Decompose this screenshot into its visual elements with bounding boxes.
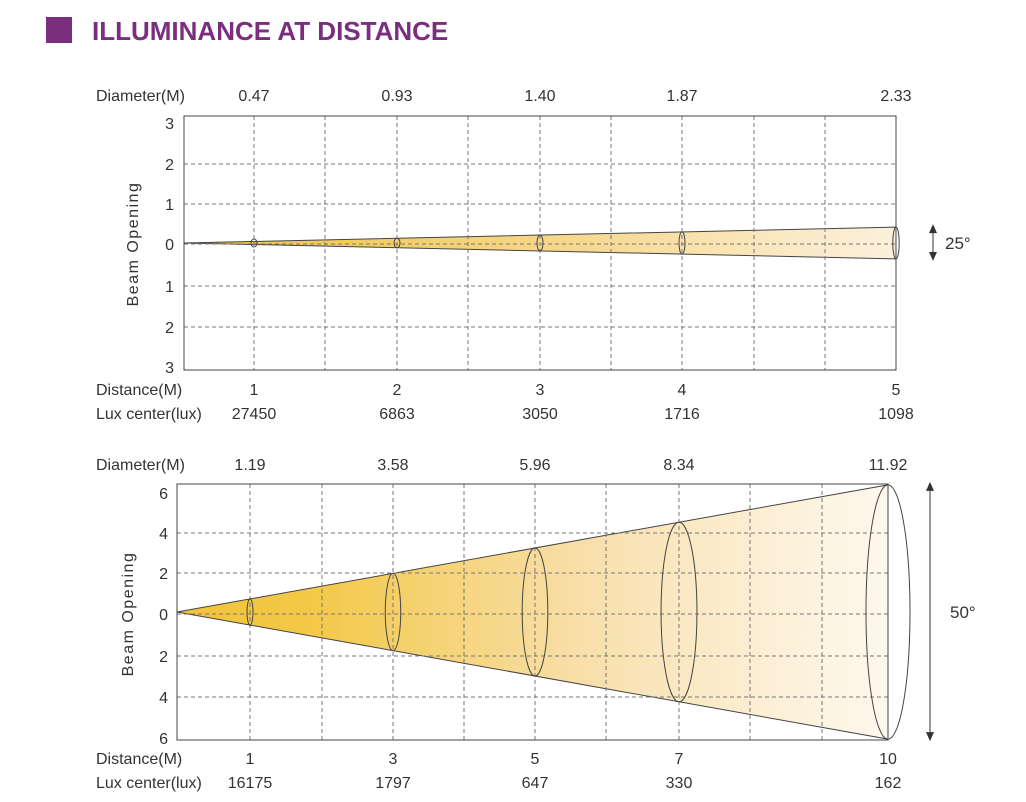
diameter-value: 0.93 [381, 88, 412, 105]
distance-value: 4 [678, 382, 687, 399]
header-square-icon [46, 17, 72, 43]
distance-value: 5 [892, 382, 901, 399]
lux-value: 330 [666, 775, 693, 792]
y-tick-label: 3 [165, 360, 174, 377]
panel-2: Diameter(M) Distance(M) Lux center(lux) 1.1… [96, 457, 976, 792]
diameter-value: 8.34 [663, 457, 694, 474]
y-tick-label: 1 [165, 279, 174, 296]
diameter-value: 0.47 [238, 88, 269, 105]
beam-opening-label: Beam Opening [125, 182, 142, 307]
diameter-value: 11.92 [869, 457, 908, 474]
beam-opening-label: Beam Opening [120, 552, 137, 677]
y-tick-label: 6 [159, 486, 168, 503]
y-tick-label: 6 [159, 731, 168, 748]
distance-value: 1 [246, 751, 255, 768]
y-tick-label: 2 [159, 566, 168, 583]
beam-angle-label: 50° [950, 603, 976, 622]
plot-frame [183, 115, 897, 371]
y-tick-label: 4 [159, 526, 168, 543]
diameter-value: 1.19 [234, 457, 265, 474]
y-tick-label: 2 [165, 320, 174, 337]
diameter-value: 1.87 [666, 88, 697, 105]
beam-angle-label: 25° [945, 234, 971, 253]
beam-section-ellipse [660, 521, 698, 703]
page-title: ILLUMINANCE AT DISTANCE [92, 16, 449, 46]
lux-value: 162 [875, 775, 902, 792]
lux-value: 1797 [375, 775, 411, 792]
lux-value: 1716 [664, 406, 700, 423]
y-tick-label: 2 [159, 649, 168, 666]
y-tick-label: 0 [159, 607, 168, 624]
y-tick-label: 3 [165, 116, 174, 133]
y-tick-label: 4 [159, 690, 168, 707]
distance-row-label: Distance(M) [96, 751, 182, 768]
lux-row-label: Lux center(lux) [96, 406, 202, 423]
y-tick-label: 2 [165, 157, 174, 174]
diameter-value: 3.58 [377, 457, 408, 474]
beam-section-ellipse [384, 572, 402, 652]
lux-value: 647 [522, 775, 549, 792]
beam-section-ellipse [250, 238, 258, 248]
lux-value: 27450 [232, 406, 277, 423]
distance-row-label: Distance(M) [96, 382, 182, 399]
diameter-row-label: Diameter(M) [96, 88, 185, 105]
plot-frame [176, 483, 889, 741]
lux-value: 6863 [379, 406, 415, 423]
lux-value: 16175 [228, 775, 273, 792]
distance-value: 2 [393, 382, 402, 399]
lux-row-label: Lux center(lux) [96, 775, 202, 792]
diameter-row-label: Diameter(M) [96, 457, 185, 474]
distance-value: 5 [531, 751, 540, 768]
beam-section-ellipse [678, 231, 686, 255]
distance-value: 3 [536, 382, 545, 399]
beam-section-ellipse [892, 226, 900, 260]
beam-section-ellipse [865, 484, 911, 740]
beam-section-ellipse [246, 598, 254, 626]
beam-section-ellipse [536, 234, 544, 252]
distance-value: 7 [675, 751, 684, 768]
distance-value: 3 [389, 751, 398, 768]
diameter-value: 5.96 [519, 457, 550, 474]
y-tick-label: 0 [165, 237, 174, 254]
panel-1: Diameter(M) Distance(M) Lux center(lux) 0.4… [96, 88, 971, 423]
beam-cone [176, 484, 889, 740]
y-tick-label: 1 [165, 197, 174, 214]
diameter-value: 2.33 [880, 88, 911, 105]
beam-section-ellipse [521, 547, 549, 677]
beam-section-ellipse [393, 237, 401, 249]
distance-value: 1 [250, 382, 259, 399]
lux-value: 3050 [522, 406, 558, 423]
distance-value: 10 [879, 751, 897, 768]
lux-value: 1098 [878, 406, 914, 423]
diameter-value: 1.40 [524, 88, 555, 105]
